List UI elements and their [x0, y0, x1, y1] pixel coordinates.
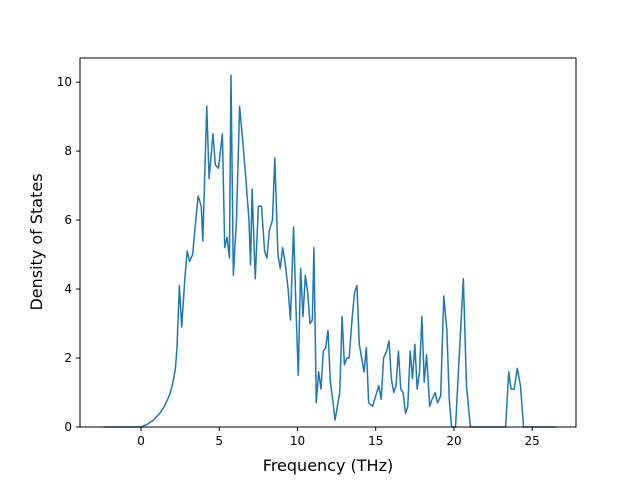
- x-axis-label: Frequency (THz): [263, 456, 393, 475]
- y-axis-label: Density of States: [27, 173, 46, 310]
- x-tick-label: 10: [290, 434, 305, 448]
- x-tick-label: 5: [215, 434, 223, 448]
- x-tick-label: 15: [368, 434, 383, 448]
- y-tick-label: 8: [64, 144, 72, 158]
- y-tick-label: 0: [64, 420, 72, 434]
- x-tick-label: 0: [137, 434, 145, 448]
- y-tick-label: 4: [64, 282, 72, 296]
- plot-area-frame: [79, 57, 577, 428]
- y-tick-label: 6: [64, 213, 72, 227]
- x-tick-label: 25: [525, 434, 540, 448]
- dos-series-line: [103, 74, 556, 428]
- y-tick-label: 2: [64, 351, 72, 365]
- x-axis-ticks: 0 5 10 15 20 25: [137, 427, 540, 448]
- plot-lines: [103, 74, 556, 428]
- y-axis-ticks: 0 2 4 6 8 10: [57, 75, 80, 434]
- y-tick-label: 10: [57, 75, 72, 89]
- x-tick-label: 20: [446, 434, 461, 448]
